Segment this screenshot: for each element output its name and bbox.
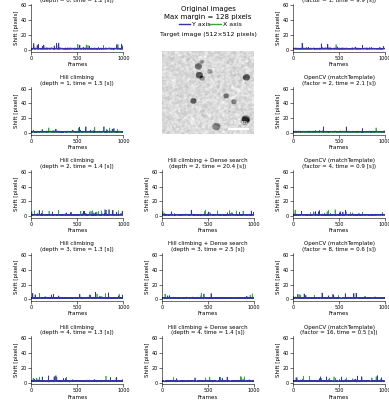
Y-axis label: Shift [pixels]: Shift [pixels] [14,94,19,128]
X-axis label: Frames: Frames [198,228,218,233]
Text: 60 μm: 60 μm [230,120,247,124]
Title: Hill climbing + Dense search
(depth = 4, time = 1.4 [s]): Hill climbing + Dense search (depth = 4,… [168,325,248,336]
X-axis label: Frames: Frames [67,228,88,233]
Y-axis label: Shift [pixels]: Shift [pixels] [14,343,19,378]
Y-axis label: Shift [pixels]: Shift [pixels] [14,260,19,294]
Y-axis label: Shift [pixels]: Shift [pixels] [276,260,281,294]
Title: OpenCV (matchTemplate)
(factor = 2, time = 2.1 [s]): OpenCV (matchTemplate) (factor = 2, time… [302,75,376,86]
X-axis label: Frames: Frames [67,312,88,316]
X-axis label: Frames: Frames [67,394,88,400]
Title: Hill climbing
(depth = 4, time = 1.3 [s]): Hill climbing (depth = 4, time = 1.3 [s]… [40,325,114,336]
Text: X axis: X axis [223,22,242,26]
Text: Original images: Original images [180,6,236,12]
Y-axis label: Shift [pixels]: Shift [pixels] [14,10,19,45]
Y-axis label: Shift [pixels]: Shift [pixels] [145,177,150,211]
Title: OpenCV (matchTemplate)
(factor = 16, time = 0.5 [s]): OpenCV (matchTemplate) (factor = 16, tim… [300,325,378,336]
Y-axis label: Shift [pixels]: Shift [pixels] [145,260,150,294]
Title: Hill climbing
(depth = 0, time = 1.2 [s]): Hill climbing (depth = 0, time = 1.2 [s]… [40,0,114,3]
Title: OpenCV (matchTemplate)
(factor = 1, time = 9.9 [s]): OpenCV (matchTemplate) (factor = 1, time… [302,0,376,3]
X-axis label: Frames: Frames [67,62,88,67]
X-axis label: Frames: Frames [198,312,218,316]
Y-axis label: Shift [pixels]: Shift [pixels] [14,177,19,211]
Title: Hill climbing
(depth = 1, time = 1.5 [s]): Hill climbing (depth = 1, time = 1.5 [s]… [40,75,114,86]
X-axis label: Frames: Frames [329,394,349,400]
X-axis label: Frames: Frames [329,312,349,316]
X-axis label: Frames: Frames [329,145,349,150]
X-axis label: Frames: Frames [329,228,349,233]
Y-axis label: Shift [pixels]: Shift [pixels] [145,343,150,378]
Y-axis label: Shift [pixels]: Shift [pixels] [276,177,281,211]
X-axis label: Frames: Frames [198,394,218,400]
Y-axis label: Shift [pixels]: Shift [pixels] [276,343,281,378]
Title: Hill climbing
(depth = 3, time = 1.3 [s]): Hill climbing (depth = 3, time = 1.3 [s]… [40,242,114,252]
Title: Hill climbing + Dense search
(depth = 3, time = 2.5 [s]): Hill climbing + Dense search (depth = 3,… [168,242,248,252]
X-axis label: Frames: Frames [329,62,349,67]
Text: Target image (512×512 pixels): Target image (512×512 pixels) [159,32,257,37]
Y-axis label: Shift [pixels]: Shift [pixels] [276,94,281,128]
Y-axis label: Shift [pixels]: Shift [pixels] [276,10,281,45]
Title: Hill climbing
(depth = 2, time = 1.4 [s]): Hill climbing (depth = 2, time = 1.4 [s]… [40,158,114,169]
Text: Y axis: Y axis [192,22,210,26]
Title: Hill climbing + Dense search
(depth = 2, time = 20.4 [s]): Hill climbing + Dense search (depth = 2,… [168,158,248,169]
Title: OpenCV (matchTemplate)
(factor = 8, time = 0.6 [s]): OpenCV (matchTemplate) (factor = 8, time… [302,242,376,252]
Title: OpenCV (matchTemplate)
(factor = 4, time = 0.9 [s]): OpenCV (matchTemplate) (factor = 4, time… [302,158,376,169]
Text: Max margin = 128 pixels: Max margin = 128 pixels [165,14,252,20]
X-axis label: Frames: Frames [67,145,88,150]
